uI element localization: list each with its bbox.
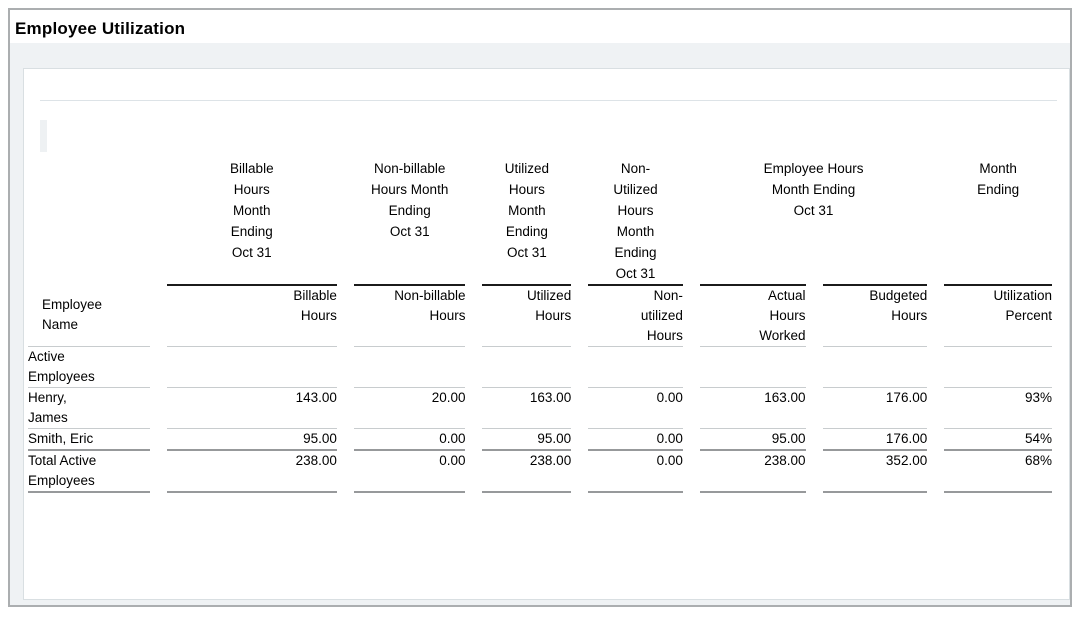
group-header: Billable Hours Month Ending Oct 31	[230, 161, 274, 260]
column-header: Non-billable Hours	[353, 286, 466, 347]
cell-value	[353, 347, 466, 388]
cell-value[interactable]: 176.00	[822, 388, 928, 429]
left-placeholder	[40, 120, 47, 152]
column-header: Utilization Percent	[944, 286, 1052, 347]
cell-value[interactable]: 238.00	[699, 449, 806, 493]
cell-value[interactable]: 20.00	[353, 388, 466, 429]
column-header: Utilized Hours	[482, 286, 572, 347]
cell-value[interactable]: 0.00	[588, 449, 683, 493]
table-row: Active Employees	[28, 347, 1052, 388]
header-rule	[482, 284, 572, 286]
cell-value[interactable]: 0.00	[588, 388, 683, 429]
cell-value	[588, 347, 683, 388]
group-header: Employee Hours Month Ending Oct 31	[763, 161, 864, 218]
table-head: Billable Hours Month Ending Oct 31 Non-bi…	[28, 158, 1052, 347]
column-header: Billable Hours	[166, 286, 337, 347]
rule-cell	[353, 284, 466, 286]
column-header: Non- utilized Hours	[588, 286, 683, 347]
report-header: Employee Utilization	[10, 10, 1070, 43]
header-rule	[699, 284, 806, 286]
cell-value[interactable]: 163.00	[699, 388, 806, 429]
group-header: Utilized Hours Month Ending Oct 31	[504, 161, 549, 260]
cell-value	[699, 347, 806, 388]
cell-value[interactable]: 143.00	[166, 388, 337, 429]
table-row: Total Active Employees 238.00 0.00 238.00 0.…	[28, 449, 1052, 493]
utilization-table: Billable Hours Month Ending Oct 31 Non-bi…	[24, 158, 1069, 493]
rule-cell	[944, 284, 1052, 286]
table-body: Active Employees Henry, James 143.00 20.00 1…	[28, 347, 1052, 493]
row-label[interactable]: Henry, James	[28, 388, 150, 429]
rule-cell	[166, 284, 337, 286]
cell-value	[482, 347, 572, 388]
header-rule	[822, 284, 928, 286]
cell-value[interactable]: 54%	[1024, 431, 1052, 446]
column-header-row: Employee Name Billable Hours Non-billable …	[28, 286, 1052, 347]
rule-cell	[588, 284, 683, 286]
cell-value[interactable]: 0.00	[353, 449, 466, 493]
group-header-empty	[28, 158, 150, 284]
rule-cell	[482, 284, 572, 286]
cell-value[interactable]: 0.00	[439, 431, 466, 446]
content-area: Billable Hours Month Ending Oct 31 Non-bi…	[10, 43, 1070, 605]
cell-value[interactable]: 95.00	[771, 431, 806, 446]
rule-cell	[822, 284, 928, 286]
cell-value[interactable]: 68%	[944, 449, 1052, 493]
cell-value[interactable]: 0.00	[656, 431, 683, 446]
row-label: Active Employees	[28, 347, 150, 388]
rule-cell	[699, 284, 806, 286]
header-rule-row	[28, 284, 1052, 286]
cell-value	[166, 347, 337, 388]
column-header: Employee Name	[28, 286, 150, 347]
group-header-row: Billable Hours Month Ending Oct 31 Non-bi…	[28, 158, 1052, 284]
group-header: Month Ending	[977, 161, 1020, 197]
cell-value	[944, 347, 1052, 388]
cell-value[interactable]: 352.00	[822, 449, 928, 493]
report-card: Billable Hours Month Ending Oct 31 Non-bi…	[23, 68, 1070, 600]
cell-value[interactable]: 95.00	[303, 431, 337, 446]
table-row: Smith, Eric 95.00 0.00 95.00 0.00 95.00 176.00…	[28, 429, 1052, 449]
cell-value	[822, 347, 928, 388]
header-rule	[353, 284, 466, 286]
cell-value[interactable]: 93%	[944, 388, 1052, 429]
row-label[interactable]: Smith, Eric	[28, 431, 94, 446]
cell-value[interactable]: 238.00	[482, 449, 572, 493]
header-rule	[166, 284, 337, 286]
cell-value[interactable]: 176.00	[885, 431, 928, 446]
page-title: Employee Utilization	[15, 19, 186, 38]
table-row: Henry, James 143.00 20.00 163.00 0.00 163.00 1…	[28, 388, 1052, 429]
group-header: Non-billable Hours Month Ending Oct 31	[371, 161, 449, 239]
cell-value[interactable]: 238.00	[166, 449, 337, 493]
cell-value[interactable]: 95.00	[537, 431, 572, 446]
report-window: Employee Utilization Billable Hours Mont…	[8, 8, 1072, 607]
group-header: Non- Utilized Hours Month Ending Oct 31	[613, 161, 658, 281]
cell-value[interactable]: 163.00	[482, 388, 572, 429]
top-divider	[40, 100, 1057, 101]
row-label: Total Active Employees	[28, 449, 150, 493]
column-header: Budgeted Hours	[822, 286, 928, 347]
header-rule	[588, 284, 683, 286]
column-header: Actual Hours Worked	[699, 286, 806, 347]
header-rule	[944, 284, 1052, 286]
